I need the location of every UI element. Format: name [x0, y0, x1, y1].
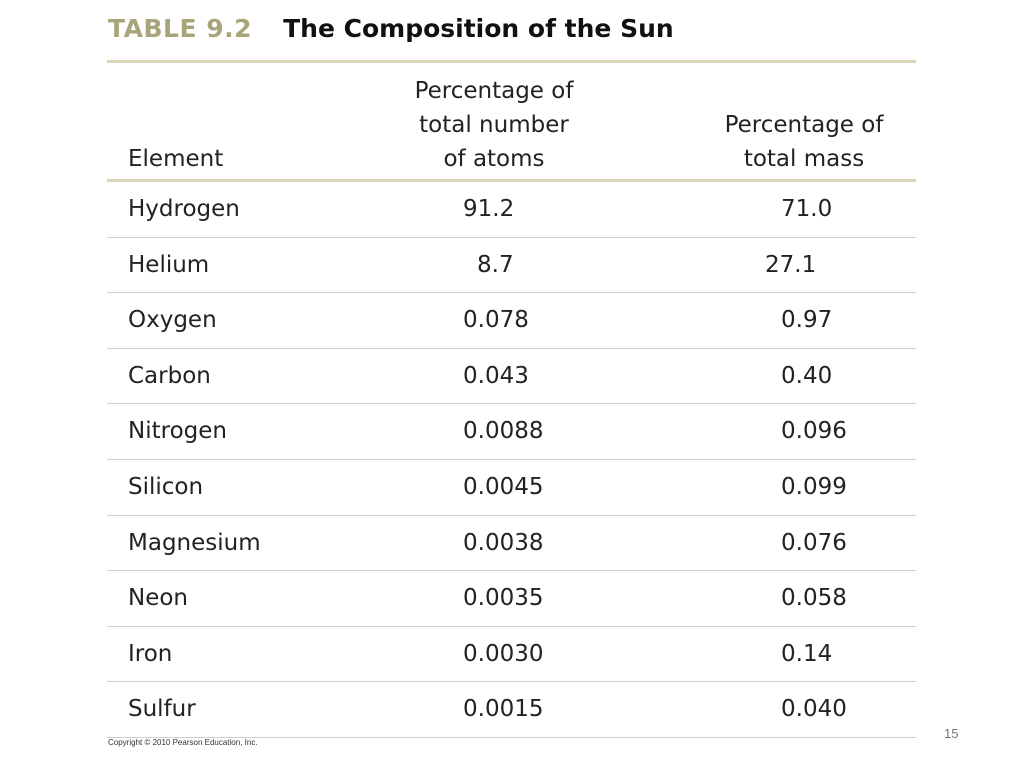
- cell-atoms: 8.7: [477, 251, 514, 278]
- cell-mass: 0.058: [781, 585, 847, 612]
- table-body: Hydrogen 91.2 71.0 Helium 8.7 27.1 Oxyge…: [107, 182, 916, 738]
- cell-mass: 27.1: [765, 251, 817, 278]
- cell-atoms: 0.0038: [463, 529, 544, 556]
- table-row: Helium 8.7 27.1: [107, 238, 916, 294]
- cell-element: Carbon: [128, 362, 211, 389]
- cell-mass: 71.0: [781, 196, 833, 222]
- table-row: Hydrogen 91.2 71.0: [107, 182, 916, 238]
- column-header-atoms-line-1: Percentage of: [414, 78, 574, 104]
- column-header-atoms-line-2: total number: [419, 112, 569, 138]
- table-row: Oxygen 0.078 0.97: [107, 293, 916, 349]
- cell-element: Silicon: [128, 473, 204, 500]
- column-header-mass-line-1: Percentage of: [724, 112, 884, 138]
- table-row: Iron 0.0030 0.14: [107, 627, 916, 683]
- header-rule: [107, 179, 916, 182]
- column-header-mass: Percentage of total mass: [690, 108, 918, 176]
- cell-atoms: 0.0015: [463, 696, 544, 723]
- cell-mass: 0.14: [781, 640, 833, 667]
- cell-mass: 0.97: [781, 307, 833, 334]
- cell-element: Iron: [128, 640, 173, 667]
- cell-element: Magnesium: [128, 529, 261, 556]
- table-label: TABLE 9.2: [108, 14, 253, 43]
- cell-atoms: 0.0088: [463, 418, 544, 445]
- cell-atoms: 0.043: [463, 362, 529, 389]
- copyright-notice: Copyright © 2010 Pearson Education, Inc.: [108, 738, 258, 747]
- cell-mass: 0.076: [781, 529, 847, 556]
- cell-element: Hydrogen: [128, 196, 240, 222]
- column-header-atoms: Percentage of total number of atoms: [380, 74, 608, 176]
- table-title: The Composition of the Sun: [283, 14, 674, 43]
- cell-mass: 0.099: [781, 473, 847, 500]
- cell-atoms: 0.078: [463, 307, 529, 334]
- cell-atoms: 0.0030: [463, 640, 544, 667]
- table-row: Nitrogen 0.0088 0.096: [107, 404, 916, 460]
- table-row: Silicon 0.0045 0.099: [107, 460, 916, 516]
- table-title-row: TABLE 9.2 The Composition of the Sun: [108, 14, 674, 54]
- table-row: Neon 0.0035 0.058: [107, 571, 916, 627]
- column-header-element: Element: [128, 146, 224, 172]
- table-row: Sulfur 0.0015 0.040: [107, 682, 916, 738]
- cell-atoms: 0.0035: [463, 585, 544, 612]
- cell-atoms: 0.0045: [463, 473, 544, 500]
- table-row: Carbon 0.043 0.40: [107, 349, 916, 405]
- top-rule: [107, 60, 916, 63]
- column-header-mass-line-2: total mass: [743, 146, 865, 172]
- cell-element: Neon: [128, 585, 189, 612]
- cell-element: Helium: [128, 251, 210, 278]
- cell-atoms: 91.2: [463, 196, 515, 222]
- page-number: 15: [944, 726, 959, 741]
- cell-element: Sulfur: [128, 696, 196, 723]
- cell-mass: 0.096: [781, 418, 847, 445]
- cell-mass: 0.40: [781, 362, 833, 389]
- table-row: Magnesium 0.0038 0.076: [107, 516, 916, 572]
- cell-mass: 0.040: [781, 696, 847, 723]
- column-header-atoms-line-3: of atoms: [443, 146, 545, 172]
- cell-element: Nitrogen: [128, 418, 227, 445]
- cell-element: Oxygen: [128, 307, 217, 334]
